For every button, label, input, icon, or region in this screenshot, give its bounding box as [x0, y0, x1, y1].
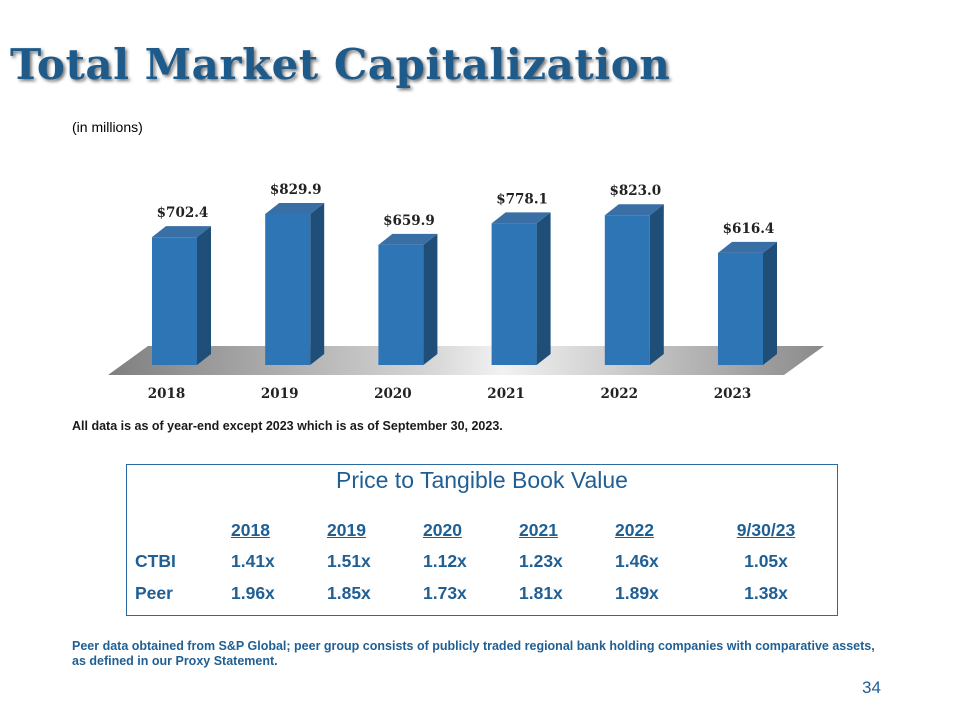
ptbv-cell: 1.73x — [423, 582, 467, 603]
bar-2020 — [378, 233, 438, 365]
data-label: $659.9 — [383, 213, 435, 229]
bar-top — [718, 241, 777, 253]
bar-2022 — [604, 204, 664, 365]
bar-top — [491, 212, 551, 224]
bar-2021 — [491, 212, 551, 365]
slide-title: Total Market Capitalization — [10, 40, 671, 89]
data-label: $823.0 — [609, 183, 661, 199]
ptbv-row-peer: Peer 1.96x 1.85x 1.73x 1.81x 1.89x 1.38x — [135, 577, 821, 609]
ptbv-header-row: 2018 2019 2020 2021 2022 9/30/23 — [135, 515, 821, 545]
ptbv-col-header: 2021 — [519, 519, 558, 540]
data-footnote: All data is as of year-end except 2023 w… — [72, 419, 503, 433]
bar-top — [604, 204, 664, 216]
ptbv-corner — [135, 515, 231, 545]
ptbv-cell: 1.23x — [519, 550, 563, 571]
ptbv-title: Price to Tangible Book Value — [336, 467, 628, 493]
bar-side — [423, 233, 438, 365]
x-tick-label: 2022 — [601, 386, 639, 402]
bar-side — [649, 204, 664, 365]
ptbv-col-header: 2019 — [327, 519, 366, 540]
bar-front — [378, 244, 424, 365]
bar-side — [536, 212, 551, 365]
bar-front — [265, 213, 311, 365]
data-label: $702.4 — [157, 205, 209, 221]
bar-front — [152, 237, 197, 365]
market-cap-chart: $702.4 $829.9 $659.9 $778.1 $823.0 $616.4 201… — [108, 182, 824, 402]
ptbv-cell: 1.51x — [327, 550, 371, 571]
bar-2023 — [718, 241, 777, 365]
ptbv-cell: 1.81x — [519, 582, 563, 603]
ptbv-col-header: 2018 — [231, 519, 270, 540]
ptbv-cell: 1.05x — [744, 550, 788, 571]
bar-side — [197, 226, 211, 365]
units-note: (in millions) — [72, 119, 143, 135]
x-tick-label: 2018 — [148, 386, 186, 402]
ptbv-col-header: 2020 — [423, 519, 462, 540]
page-number: 34 — [862, 678, 881, 697]
ptbv-cell: 1.41x — [231, 550, 275, 571]
data-label: $829.9 — [270, 182, 322, 198]
ptbv-cell: 1.89x — [615, 582, 659, 603]
x-tick-label: 2019 — [261, 386, 299, 402]
bar-side — [763, 241, 777, 365]
bar-2018 — [152, 226, 211, 365]
ptbv-panel: Price to Tangible Book Value 2018 2019 2… — [126, 464, 838, 616]
ptbv-cell: 1.46x — [615, 550, 659, 571]
ptbv-cell: 1.85x — [327, 582, 371, 603]
x-tick-label: 2021 — [487, 386, 525, 402]
ptbv-col-header: 2022 — [615, 519, 654, 540]
ptbv-row-label: CTBI — [135, 550, 176, 571]
bar-front — [604, 215, 650, 365]
x-tick-label: 2023 — [714, 386, 752, 402]
data-label: $778.1 — [496, 191, 548, 207]
ptbv-cell: 1.96x — [231, 582, 275, 603]
bar-2019 — [265, 202, 325, 365]
bar-side — [310, 202, 325, 365]
ptbv-row-label: Peer — [135, 582, 173, 603]
bar-top — [265, 202, 325, 214]
ptbv-table: 2018 2019 2020 2021 2022 9/30/23 CTBI 1.… — [135, 515, 821, 609]
bar-front — [491, 223, 537, 365]
ptbv-row-ctbi: CTBI 1.41x 1.51x 1.12x 1.23x 1.46x 1.05x — [135, 545, 821, 577]
bar-front — [718, 252, 763, 365]
ptbv-cell: 1.12x — [423, 550, 467, 571]
bar-top — [378, 233, 438, 245]
chart-floor — [108, 346, 824, 375]
peer-group-note: Peer data obtained from S&P Global; peer… — [72, 639, 875, 668]
data-label: $616.4 — [723, 221, 775, 237]
bar-top — [152, 226, 211, 238]
ptbv-cell: 1.38x — [744, 582, 788, 603]
x-tick-label: 2020 — [374, 386, 412, 402]
ptbv-col-header: 9/30/23 — [736, 519, 796, 540]
